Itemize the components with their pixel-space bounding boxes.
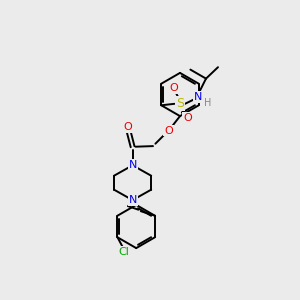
Text: O: O (183, 113, 192, 123)
Text: O: O (124, 122, 133, 133)
Text: N: N (128, 160, 137, 170)
Text: O: O (164, 125, 173, 136)
Text: N: N (128, 195, 137, 205)
Text: S: S (176, 97, 184, 110)
Text: Cl: Cl (119, 247, 130, 257)
Text: N: N (194, 92, 203, 102)
Text: H: H (204, 98, 212, 108)
Text: O: O (169, 83, 178, 93)
